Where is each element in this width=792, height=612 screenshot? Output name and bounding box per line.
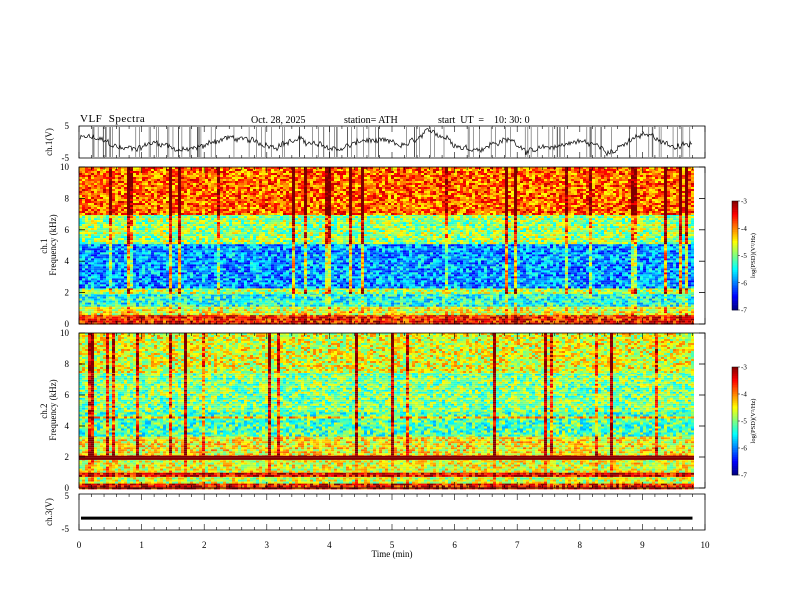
colorbar-label: log(PSD)(V²/Hz) (750, 399, 757, 444)
colorbar-tick-label: -3 (741, 198, 747, 206)
colorbar-tick-label: -7 (741, 307, 747, 315)
time-tick-label: 8 (578, 540, 583, 550)
time-tick-label: 3 (265, 540, 270, 550)
ch1-waveform-panel: 5 -5 ch.1(V) (44, 121, 705, 163)
ch2-colorbar: -3 -4 -5 -6 -7 log(PSD)(V²/Hz) (732, 364, 757, 480)
frequency-tick-label: 6 (65, 225, 70, 235)
frequency-tick-label: 4 (65, 256, 70, 266)
time-tick-label: 1 (139, 540, 144, 550)
ch3-waveform-panel: 5 -5 ch.3(V) (44, 491, 705, 534)
time-tick-label: 0 (77, 540, 82, 550)
ch1-waveform-trace (80, 129, 692, 156)
colorbar-label: log(PSD)(V²/Hz) (750, 233, 757, 278)
ch3-ytick-top: 5 (65, 491, 70, 501)
ch1-colorbar: -3 -4 -5 -6 -7 log(PSD)(V²/Hz) (732, 198, 757, 315)
ch1-spectrogram-image (79, 167, 694, 325)
frequency-tick-label: 2 (65, 452, 70, 462)
time-tick-label: 9 (640, 540, 645, 550)
frequency-tick-label: 4 (65, 421, 70, 431)
time-tick-label: 2 (202, 540, 207, 550)
colorbar-tick-label: -4 (741, 391, 747, 399)
time-tick-label: 7 (515, 540, 520, 550)
colorbar-tick-label: -7 (741, 472, 747, 480)
ch1-ylabel: ch.1(V) (44, 128, 54, 156)
colorbar-tick-label: -5 (741, 252, 747, 260)
ch1-ytick-top: 5 (65, 121, 70, 131)
colorbar-tick-label: -4 (741, 225, 747, 233)
colorbar-tick-label: -6 (741, 279, 747, 287)
colorbar-tick-label: -6 (741, 445, 747, 453)
frequency-tick-label: 8 (65, 193, 70, 203)
frequency-tick-label: 10 (60, 328, 70, 338)
ch1-spikes (93, 127, 690, 157)
colorbar-tick-label: -5 (741, 418, 747, 426)
frequency-tick-label: 8 (65, 359, 70, 369)
ch3-ylabel: ch.3(V) (44, 498, 54, 526)
ch2-spectrogram-ylabel: ch.2 Frequency (kHz) (39, 379, 58, 440)
frequency-tick-label: 6 (65, 390, 70, 400)
ch2-spectrogram-image (79, 333, 694, 489)
ch3-ytick-bottom: -5 (62, 524, 70, 534)
ch2-ylabel-frequency: Frequency (kHz) (48, 379, 58, 440)
ch1-ylabel-frequency: Frequency (kHz) (48, 214, 58, 275)
time-axis-label: Time (min) (372, 549, 413, 559)
time-tick-label: 6 (452, 540, 457, 550)
frequency-tick-label: 2 (65, 288, 70, 298)
frequency-tick-label: 10 (60, 162, 70, 172)
time-tick-label: 4 (327, 540, 332, 550)
colorbar-tick-label: -3 (741, 364, 747, 372)
time-tick-label: 10 (701, 540, 711, 550)
ch1-spectrogram-ylabel: ch.1 Frequency (kHz) (39, 214, 58, 275)
